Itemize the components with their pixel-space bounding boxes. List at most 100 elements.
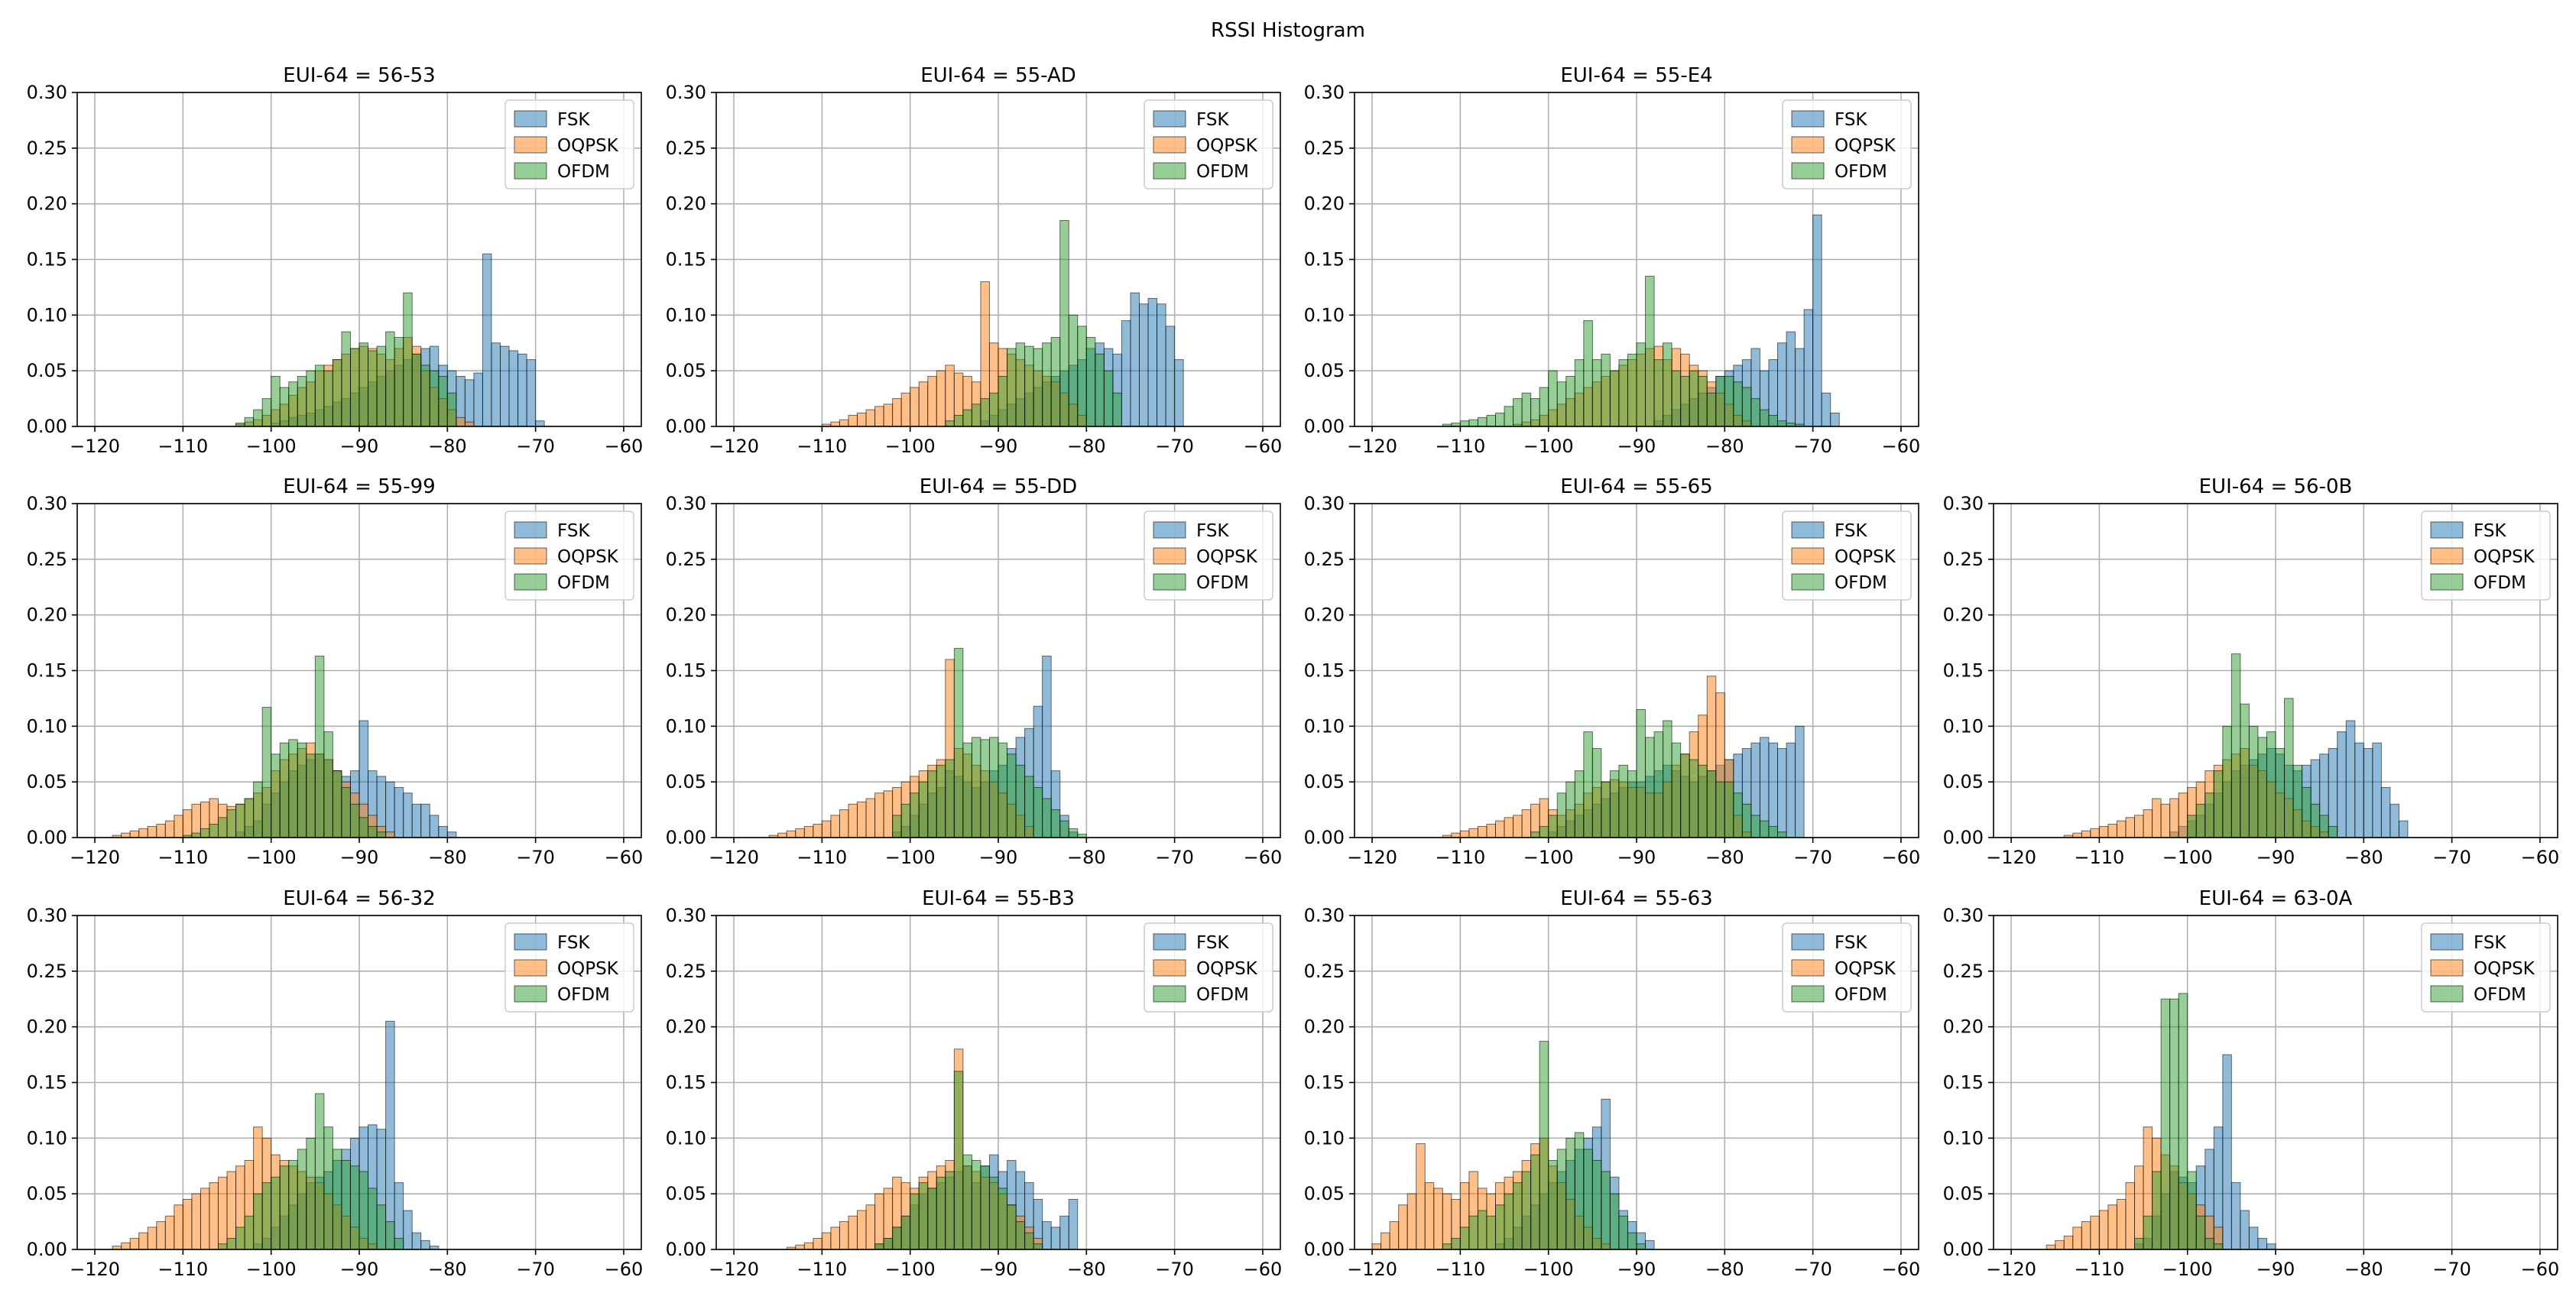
chart-11-x-tick-label: −110 xyxy=(2074,1259,2124,1280)
chart-9-x-tick-label: −100 xyxy=(885,1259,936,1280)
chart-3-bar-ofdm xyxy=(1591,359,1602,427)
chart-4-legend-label-oqpsk: OQPSK xyxy=(557,547,619,567)
chart-4-y-tick-label: 0.20 xyxy=(27,604,67,626)
chart-9-y-tick-label: 0.25 xyxy=(666,961,706,982)
chart-9-bar-fsk xyxy=(1059,1215,1069,1250)
chart-4-bar-oqpsk xyxy=(156,824,166,838)
chart-7-bar-oqpsk xyxy=(2098,825,2109,838)
chart-11-bar-oqpsk xyxy=(2116,1198,2127,1250)
chart-10-bar-fsk xyxy=(1645,1240,1655,1250)
chart-10-legend-label-oqpsk: OQPSK xyxy=(1835,959,1896,979)
chart-7-bar-ofdm xyxy=(2266,731,2276,838)
chart-2-x-tick-label: −60 xyxy=(1244,436,1283,457)
chart-7-bar-ofdm xyxy=(2248,725,2259,838)
chart-4-bar-ofdm xyxy=(358,817,369,838)
chart-8-x-tick-label: −120 xyxy=(70,1259,120,1280)
chart-11-bar-oqpsk xyxy=(2125,1182,2135,1250)
chart-5-y-tick-label: 0.20 xyxy=(666,604,706,626)
chart-6-y-tick-label: 0.05 xyxy=(1304,771,1345,792)
chart-6-bar-oqpsk xyxy=(1486,824,1496,838)
chart-2-x-tick-label: −80 xyxy=(1067,436,1106,457)
chart-4-x-tick-label: −120 xyxy=(70,847,120,868)
chart-3-bar-ofdm xyxy=(1636,342,1646,427)
chart-6-bar-ofdm xyxy=(1741,803,1752,838)
chart-8-bar-ofdm xyxy=(376,1204,387,1250)
chart-11-bar-fsk xyxy=(2266,1243,2276,1250)
chart-11-legend-swatch-oqpsk xyxy=(2430,959,2464,977)
chart-10-bar-ofdm xyxy=(1504,1193,1514,1250)
chart-7-bar-ofdm xyxy=(2205,792,2214,838)
chart-2-bar-ofdm xyxy=(1042,342,1052,427)
chart-2-bar-ofdm xyxy=(1059,220,1069,427)
chart-6-bar-oqpsk xyxy=(1504,817,1514,838)
chart-4-bar-ofdm xyxy=(306,753,316,838)
chart-8-bar-oqpsk xyxy=(147,1227,157,1250)
chart-10-y-tick-label: 0.20 xyxy=(1304,1016,1345,1038)
chart-8-bar-ofdm xyxy=(235,1227,245,1250)
chart-3-legend-label-fsk: FSK xyxy=(1835,110,1867,130)
chart-9-legend-swatch-fsk xyxy=(1153,933,1186,951)
chart-2-legend-label-ofdm: OFDM xyxy=(1196,162,1249,182)
chart-9-bar-ofdm xyxy=(1033,1243,1043,1250)
chart-4-bar-oqpsk xyxy=(164,820,175,838)
chart-2-legend-swatch-fsk xyxy=(1153,110,1186,128)
chart-10-bar-oqpsk xyxy=(1433,1188,1443,1250)
chart-1-bar-fsk xyxy=(526,359,537,427)
chart-3-x-tick-label: −70 xyxy=(1793,436,1832,457)
chart-6-bar-ofdm xyxy=(1618,764,1628,838)
chart-3-x-tick-label: −100 xyxy=(1523,436,1574,457)
chart-2-y-tick-label: 0.15 xyxy=(666,249,706,271)
chart-3-x-tick-label: −110 xyxy=(1435,436,1485,457)
chart-9-bar-ofdm xyxy=(910,1193,920,1250)
chart-5-bar-oqpsk xyxy=(803,825,814,838)
chart-1-bar-ofdm xyxy=(438,375,448,427)
chart-8-y-tick-label: 0.15 xyxy=(27,1072,67,1094)
chart-10-bar-ofdm xyxy=(1548,1159,1558,1250)
chart-4-bar-fsk xyxy=(420,803,430,838)
chart-7-series-ofdm xyxy=(2187,653,2338,838)
chart-1-x-tick-label: −60 xyxy=(605,436,644,457)
chart-6-legend-swatch-ofdm xyxy=(1791,573,1825,591)
chart-1-bar-ofdm xyxy=(314,365,325,427)
chart-8-bar-oqpsk xyxy=(218,1176,228,1250)
chart-6-bar-ofdm xyxy=(1601,781,1611,838)
chart-3-y-tick-label: 0.05 xyxy=(1304,360,1345,381)
chart-5-y-tick-label: 0.25 xyxy=(666,549,706,570)
chart-8-bar-oqpsk xyxy=(138,1232,148,1250)
chart-2-bar-oqpsk xyxy=(848,414,858,427)
chart-3-x-tick-label: −90 xyxy=(1617,436,1656,457)
chart-4-bar-fsk xyxy=(403,792,413,838)
chart-5-panel: EUI-64 = 55-DD −120 −110 −100 −90 −80 −70 −60 0.… xyxy=(666,475,1283,868)
chart-8-bar-ofdm xyxy=(288,1159,298,1250)
chart-7-bar-fsk xyxy=(2380,786,2391,838)
chart-6-bar-ofdm xyxy=(1565,781,1575,838)
chart-11-x-tick-label: −60 xyxy=(2521,1259,2560,1280)
chart-8-bar-ofdm xyxy=(385,1221,395,1250)
chart-9-bar-ofdm xyxy=(883,1237,894,1250)
chart-10-bar-oqpsk xyxy=(1371,1243,1382,1250)
chart-1-bar-ofdm xyxy=(288,381,298,427)
chart-8-legend-label-oqpsk: OQPSK xyxy=(557,959,619,979)
chart-6-legend-label-ofdm: OFDM xyxy=(1835,573,1887,593)
chart-9-series-ofdm xyxy=(874,1071,1043,1250)
chart-4-bar-ofdm xyxy=(288,739,298,838)
chart-8-title: EUI-64 = 56-32 xyxy=(283,887,435,910)
chart-5-y-tick-label: 0.00 xyxy=(666,827,706,848)
chart-6-x-tick-label: −110 xyxy=(1435,847,1485,868)
chart-6-bar-ofdm xyxy=(1689,759,1699,838)
chart-1-legend-swatch-ofdm xyxy=(514,162,547,180)
chart-4-legend: FSK OQPSK OFDM xyxy=(504,510,634,601)
chart-6-bar-ofdm xyxy=(1636,708,1646,838)
chart-9-bar-ofdm xyxy=(1007,1204,1017,1250)
chart-2-bar-ofdm xyxy=(962,409,972,427)
chart-5-bar-oqpsk xyxy=(786,830,796,838)
chart-11-bar-ofdm xyxy=(2205,1237,2214,1250)
chart-4-y-tick-label: 0.00 xyxy=(27,827,67,848)
chart-1-bar-ofdm xyxy=(358,342,369,427)
chart-7-bar-oqpsk xyxy=(2081,830,2091,838)
chart-7-bar-fsk xyxy=(2389,803,2399,838)
chart-6-y-tick-label: 0.30 xyxy=(1304,493,1345,514)
chart-8-bar-fsk xyxy=(385,1020,395,1250)
chart-4-bar-ofdm xyxy=(253,781,263,838)
chart-11-y-tick-label: 0.20 xyxy=(1943,1016,1984,1038)
